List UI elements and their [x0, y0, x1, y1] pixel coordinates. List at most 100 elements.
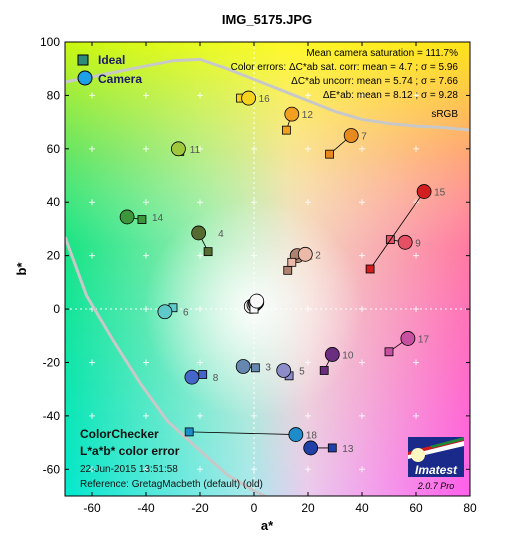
camera-marker: [157, 304, 173, 320]
camera-marker: [119, 209, 135, 225]
chart-footer: ColorChecker L*a*b* color error 22-Jun-2…: [80, 427, 263, 490]
camera-marker: [170, 141, 186, 157]
data-points: 123456789101112131415161718: [119, 90, 446, 456]
grid-plus-marker: [413, 199, 419, 206]
patch-3: 3: [235, 359, 271, 374]
point-label: 9: [415, 238, 421, 249]
y-tick-label: 0: [53, 302, 60, 316]
grid-plus-marker: [89, 466, 95, 473]
y-tick-label: 60: [47, 142, 61, 156]
point-label: 5: [299, 366, 305, 377]
grid-plus-marker: [89, 92, 95, 99]
patch-24: [249, 293, 265, 314]
camera-marker: [324, 347, 340, 362]
point-label: 4: [218, 229, 224, 240]
y-tick-label: 20: [47, 249, 61, 263]
point-label: 6: [183, 308, 189, 319]
y-tick-label: 100: [40, 35, 60, 49]
grid-plus-marker: [413, 412, 419, 419]
x-tick-label: 80: [463, 501, 477, 515]
patch-16: 16: [236, 90, 270, 106]
grid-plus-marker: [143, 92, 149, 99]
camera-marker: [288, 427, 304, 442]
ideal-marker: [198, 370, 208, 379]
ideal-marker: [281, 125, 291, 135]
patch-13: 13: [303, 440, 354, 456]
x-tick-label: 20: [301, 501, 315, 515]
annotation-color-space: sRGB: [431, 109, 458, 120]
grid-plus-marker: [305, 199, 311, 206]
annotation-sat-corr: Color errors: ΔC*ab sat. corr: mean = 4.…: [231, 62, 459, 73]
patch-11: 11: [170, 141, 201, 157]
ideal-marker: [137, 215, 147, 224]
x-tick-label: -60: [83, 501, 101, 515]
footer-reference: Reference: GretagMacbeth (default) (old): [80, 479, 263, 490]
grid-plus-marker: [143, 145, 149, 152]
footer-error-type: L*a*b* color error: [80, 444, 180, 458]
legend-camera-label: Camera: [98, 72, 142, 86]
point-label: 2: [315, 250, 321, 261]
patch-18: 18: [184, 427, 317, 442]
ideal-marker: [250, 363, 260, 373]
grid-plus-marker: [143, 466, 149, 473]
grid-plus-marker: [89, 359, 95, 366]
patch-15: 15: [365, 184, 446, 274]
x-tick-label: -20: [191, 501, 209, 515]
y-axis-label: b*: [14, 262, 29, 276]
error-annotations: Mean camera saturation = 111.7% Color er…: [231, 48, 459, 120]
grid-plus-marker: [359, 412, 365, 419]
camera-marker: [303, 440, 319, 456]
chart-title: IMG_5175.JPG: [222, 12, 312, 27]
point-label: 17: [418, 334, 430, 345]
camera-marker: [397, 234, 413, 250]
point-label: 14: [152, 213, 164, 224]
imatest-logo: Imatest 2.0.7 Pro: [408, 437, 464, 491]
ideal-marker: [319, 366, 329, 375]
patch-8: 8: [184, 369, 219, 385]
point-label: 11: [190, 145, 201, 156]
footer-target-name: ColorChecker: [80, 427, 159, 441]
annotation-uncorr: ΔC*ab uncorr: mean = 5.74 ; σ = 7.66: [291, 76, 458, 87]
point-label: 3: [265, 362, 271, 373]
grid-plus-marker: [413, 145, 419, 152]
grid-plus-marker: [143, 359, 149, 366]
grid-plus-marker: [305, 145, 311, 152]
grid-plus-marker: [89, 412, 95, 419]
camera-marker: [184, 369, 200, 385]
point-label: 8: [213, 373, 219, 384]
logo-version: 2.0.7 Pro: [417, 481, 455, 491]
y-tick-label: 80: [47, 88, 61, 102]
grid-plus-marker: [143, 252, 149, 259]
annotation-saturation: Mean camera saturation = 111.7%: [306, 48, 458, 59]
grid-plus-marker: [359, 359, 365, 366]
x-tick-label: -40: [137, 501, 155, 515]
grid-plus-marker: [359, 92, 365, 99]
grid-plus-marker: [305, 359, 311, 366]
legend: Ideal Camera: [77, 53, 142, 86]
error-line: [369, 191, 425, 270]
camera-marker: [284, 106, 300, 122]
legend-ideal-marker: [77, 54, 89, 66]
camera-marker: [241, 90, 257, 106]
camera-marker: [191, 225, 207, 241]
grid-plus-marker: [305, 412, 311, 419]
grid-plus-marker: [89, 252, 95, 259]
camera-marker: [297, 246, 313, 262]
grid-plus-marker: [413, 252, 419, 259]
camera-marker: [400, 331, 416, 346]
logo-name: Imatest: [415, 463, 458, 477]
gamut-boundary-top-line: [65, 57, 470, 132]
ideal-marker: [283, 265, 293, 275]
patch-4: 4: [191, 225, 224, 257]
plot-background: 123456789101112131415161718: [65, 42, 470, 496]
patch-5: 5: [276, 363, 305, 381]
grid-plus-marker: [413, 359, 419, 366]
patch-7: 7: [325, 128, 367, 159]
camera-marker: [416, 184, 432, 199]
y-tick-label: -60: [43, 462, 61, 476]
grid-plus-marker: [305, 466, 311, 473]
ideal-marker: [325, 149, 335, 159]
ideal-marker: [327, 443, 337, 453]
error-line: [189, 431, 296, 435]
